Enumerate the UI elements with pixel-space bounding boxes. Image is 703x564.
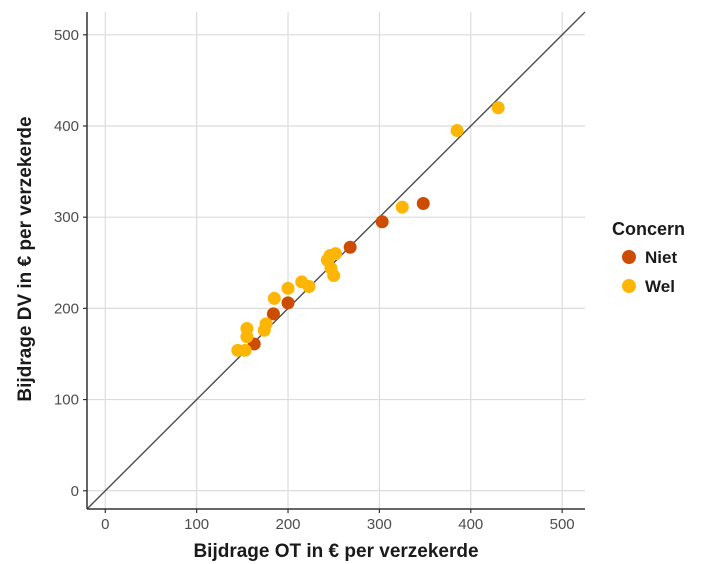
y-tick-label-0: 0 [71, 483, 79, 500]
tick-labels: 0 100 200 300 400 500 0 100 200 300 400 500 [54, 27, 575, 533]
legend-marker-niet [622, 250, 636, 264]
x-tick-label-500: 500 [550, 516, 575, 533]
x-tick-label-300: 300 [367, 516, 392, 533]
y-axis-title: Bijdrage DV in € per verzekerde [15, 116, 36, 401]
point-niet-3 [343, 240, 357, 254]
y-tick-label-300: 300 [54, 209, 79, 226]
x-tick-label-200: 200 [276, 516, 301, 533]
point-wel-17 [491, 101, 505, 115]
legend-label-wel: Wel [645, 277, 675, 296]
data-points [231, 101, 505, 357]
legend-marker-wel [622, 279, 636, 293]
point-wel-1 [238, 343, 252, 357]
legend-title: Concern [612, 219, 685, 239]
point-wel-6 [267, 291, 281, 305]
y-tick-label-100: 100 [54, 392, 79, 409]
y-tick-label-200: 200 [54, 300, 79, 317]
point-niet-5 [416, 197, 430, 211]
legend: Concern Niet Wel [612, 219, 685, 296]
point-wel-5 [259, 317, 273, 331]
point-niet-1 [266, 307, 280, 321]
x-axis-title: Bijdrage OT in € per verzekerde [193, 541, 478, 562]
identity-line [86, 11, 586, 510]
x-tick-label-0: 0 [101, 516, 109, 533]
legend-label-niet: Niet [645, 248, 677, 267]
point-wel-3 [240, 330, 254, 344]
grid [87, 12, 585, 509]
y-tick-label-500: 500 [54, 27, 79, 44]
point-niet-2 [281, 296, 295, 310]
point-wel-12 [329, 247, 343, 261]
axes [86, 12, 585, 510]
y-tick-label-400: 400 [54, 118, 79, 135]
point-wel-9 [302, 279, 316, 293]
x-tick-label-400: 400 [458, 516, 483, 533]
point-wel-7 [281, 281, 295, 295]
reference-line [86, 11, 586, 510]
point-niet-4 [375, 215, 389, 229]
x-tick-label-100: 100 [184, 516, 209, 533]
point-wel-15 [395, 200, 409, 214]
point-wel-16 [450, 124, 464, 138]
point-wel-14 [327, 269, 341, 283]
